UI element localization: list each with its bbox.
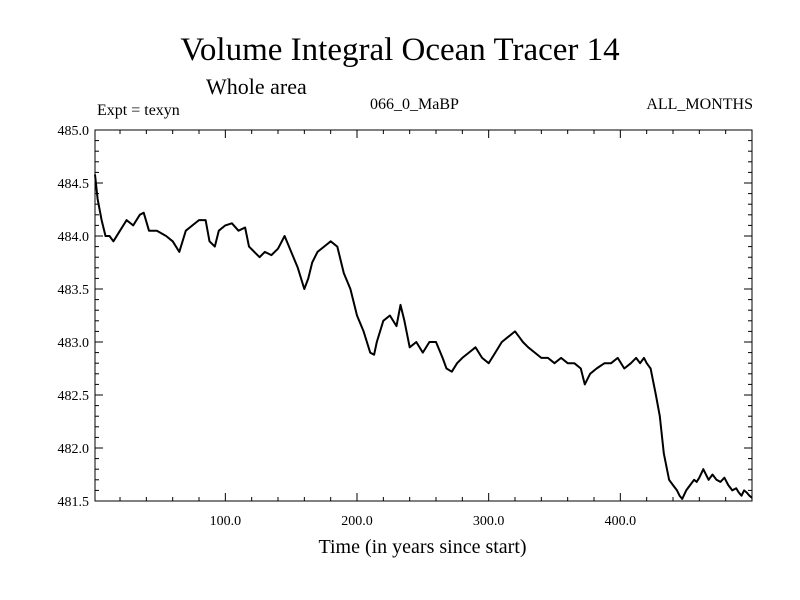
y-tick-label: 484.0 xyxy=(58,230,90,245)
x-tick-label: 100.0 xyxy=(210,514,242,529)
x-tick-label: 400.0 xyxy=(605,514,637,529)
y-tick-label: 481.5 xyxy=(58,495,90,510)
x-tick-label: 200.0 xyxy=(341,514,373,529)
chart-title: Volume Integral Ocean Tracer 14 xyxy=(180,32,620,68)
x-tick-label: 300.0 xyxy=(473,514,505,529)
experiment-label: Expt = texyn xyxy=(97,102,180,119)
plot-frame xyxy=(94,129,753,502)
y-tick-label: 483.5 xyxy=(58,283,90,298)
months-label: ALL_MONTHS xyxy=(646,96,753,113)
series-line-0 xyxy=(94,174,753,500)
y-tick-label: 485.0 xyxy=(58,124,90,139)
period-label: 066_0_MaBP xyxy=(370,96,459,113)
x-axis-label: Time (in years since start) xyxy=(318,536,527,558)
chart-subtitle: Whole area xyxy=(206,74,307,99)
y-tick-label: 484.5 xyxy=(58,177,90,192)
y-tick-label: 482.5 xyxy=(58,389,90,404)
y-tick-label: 482.0 xyxy=(58,442,90,457)
y-tick-label: 483.0 xyxy=(58,336,90,351)
